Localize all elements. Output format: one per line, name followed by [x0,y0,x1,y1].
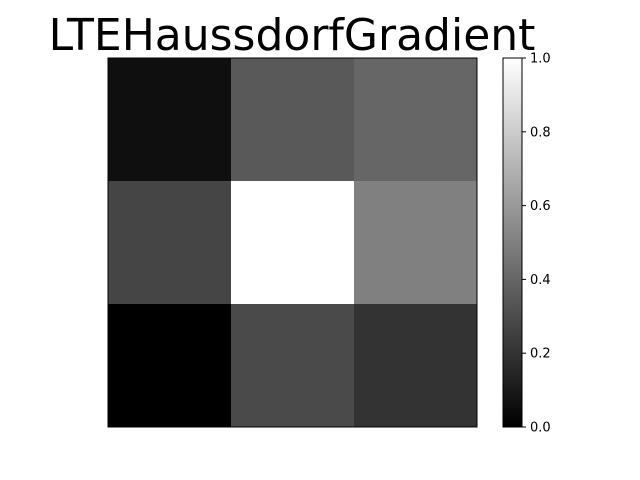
colorbar-tick-label: 0.2 [530,347,551,362]
chart-title: LTEHaussdorfGradient [49,10,536,61]
colorbar-tick-label: 0.8 [530,125,551,140]
heatmap-cell-r1-c1 [231,181,355,305]
colorbar-tick-label: 1.0 [530,52,551,67]
heatmap-cell-r0-c2 [354,58,478,182]
heatmap-cell-r0-c0 [108,58,232,182]
colorbar-tick-label: 0.0 [530,421,551,436]
heatmap-cell-r1-c2 [354,181,478,305]
colorbar-ticks: 0.0 0.2 0.4 0.6 0.8 1.0 [522,52,551,436]
heatmap-cell-r2-c0 [108,304,232,428]
colorbar-tick-label: 0.6 [530,199,551,214]
heatmap-cells [108,58,478,428]
heatmap-cell-r2-c1 [231,304,355,428]
plot-frame [107,57,478,428]
heatmap-cell-r1-c0 [108,181,232,305]
colorbar [502,57,523,428]
colorbar-tick-label: 0.4 [530,273,551,288]
heatmap-cell-r0-c1 [231,58,355,182]
heatmap-cell-r2-c2 [354,304,478,428]
